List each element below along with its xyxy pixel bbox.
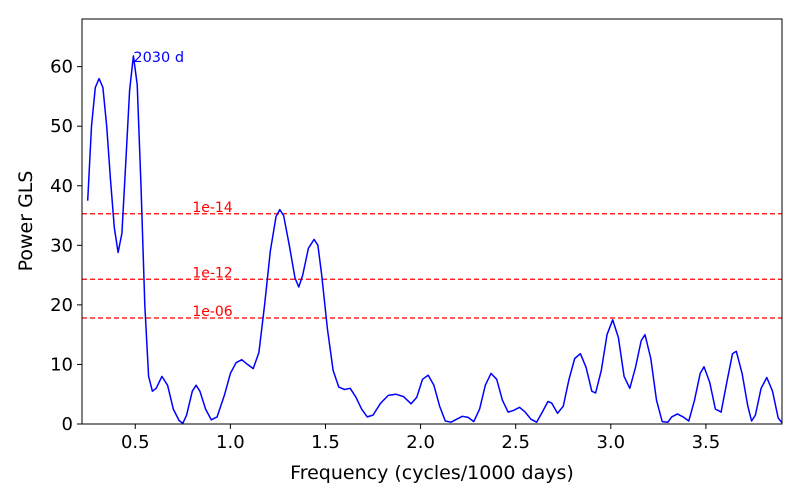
threshold-lines: 1e-14 1e-12 1e-06 xyxy=(82,200,782,320)
x-tick-label: 2.0 xyxy=(406,432,435,453)
threshold-label: 1e-06 xyxy=(192,304,232,320)
y-tick-label: 20 xyxy=(50,295,73,316)
x-tick-label: 1.0 xyxy=(216,432,245,453)
x-tick-label: 0.5 xyxy=(121,432,150,453)
y-tick-label: 60 xyxy=(50,57,73,78)
series-line xyxy=(86,55,783,425)
plot-frame xyxy=(81,18,783,425)
threshold-label: 1e-12 xyxy=(192,265,232,281)
threshold-label: 1e-14 xyxy=(192,200,232,216)
x-axis-label: Frequency (cycles/1000 days) xyxy=(290,462,574,484)
series-group xyxy=(86,55,783,425)
y-axis: 0 10 20 30 40 50 60 xyxy=(50,57,82,435)
x-tick-label: 1.5 xyxy=(311,432,340,453)
x-tick-label: 2.5 xyxy=(501,432,530,453)
y-axis-label: Power GLS xyxy=(15,171,37,272)
x-axis: 0.5 1.0 1.5 2.0 2.5 3.0 3.5 xyxy=(121,424,720,453)
y-tick-label: 0 xyxy=(62,414,73,435)
y-tick-label: 10 xyxy=(50,354,73,375)
y-tick-label: 30 xyxy=(50,235,73,256)
annotations: 2030 d xyxy=(133,50,184,66)
y-tick-label: 50 xyxy=(50,116,73,137)
x-tick-label: 3.5 xyxy=(692,432,721,453)
plot-area xyxy=(82,19,782,424)
peak-annotation: 2030 d xyxy=(133,50,184,66)
x-tick-label: 3.0 xyxy=(596,432,625,453)
y-tick-label: 40 xyxy=(50,176,73,197)
